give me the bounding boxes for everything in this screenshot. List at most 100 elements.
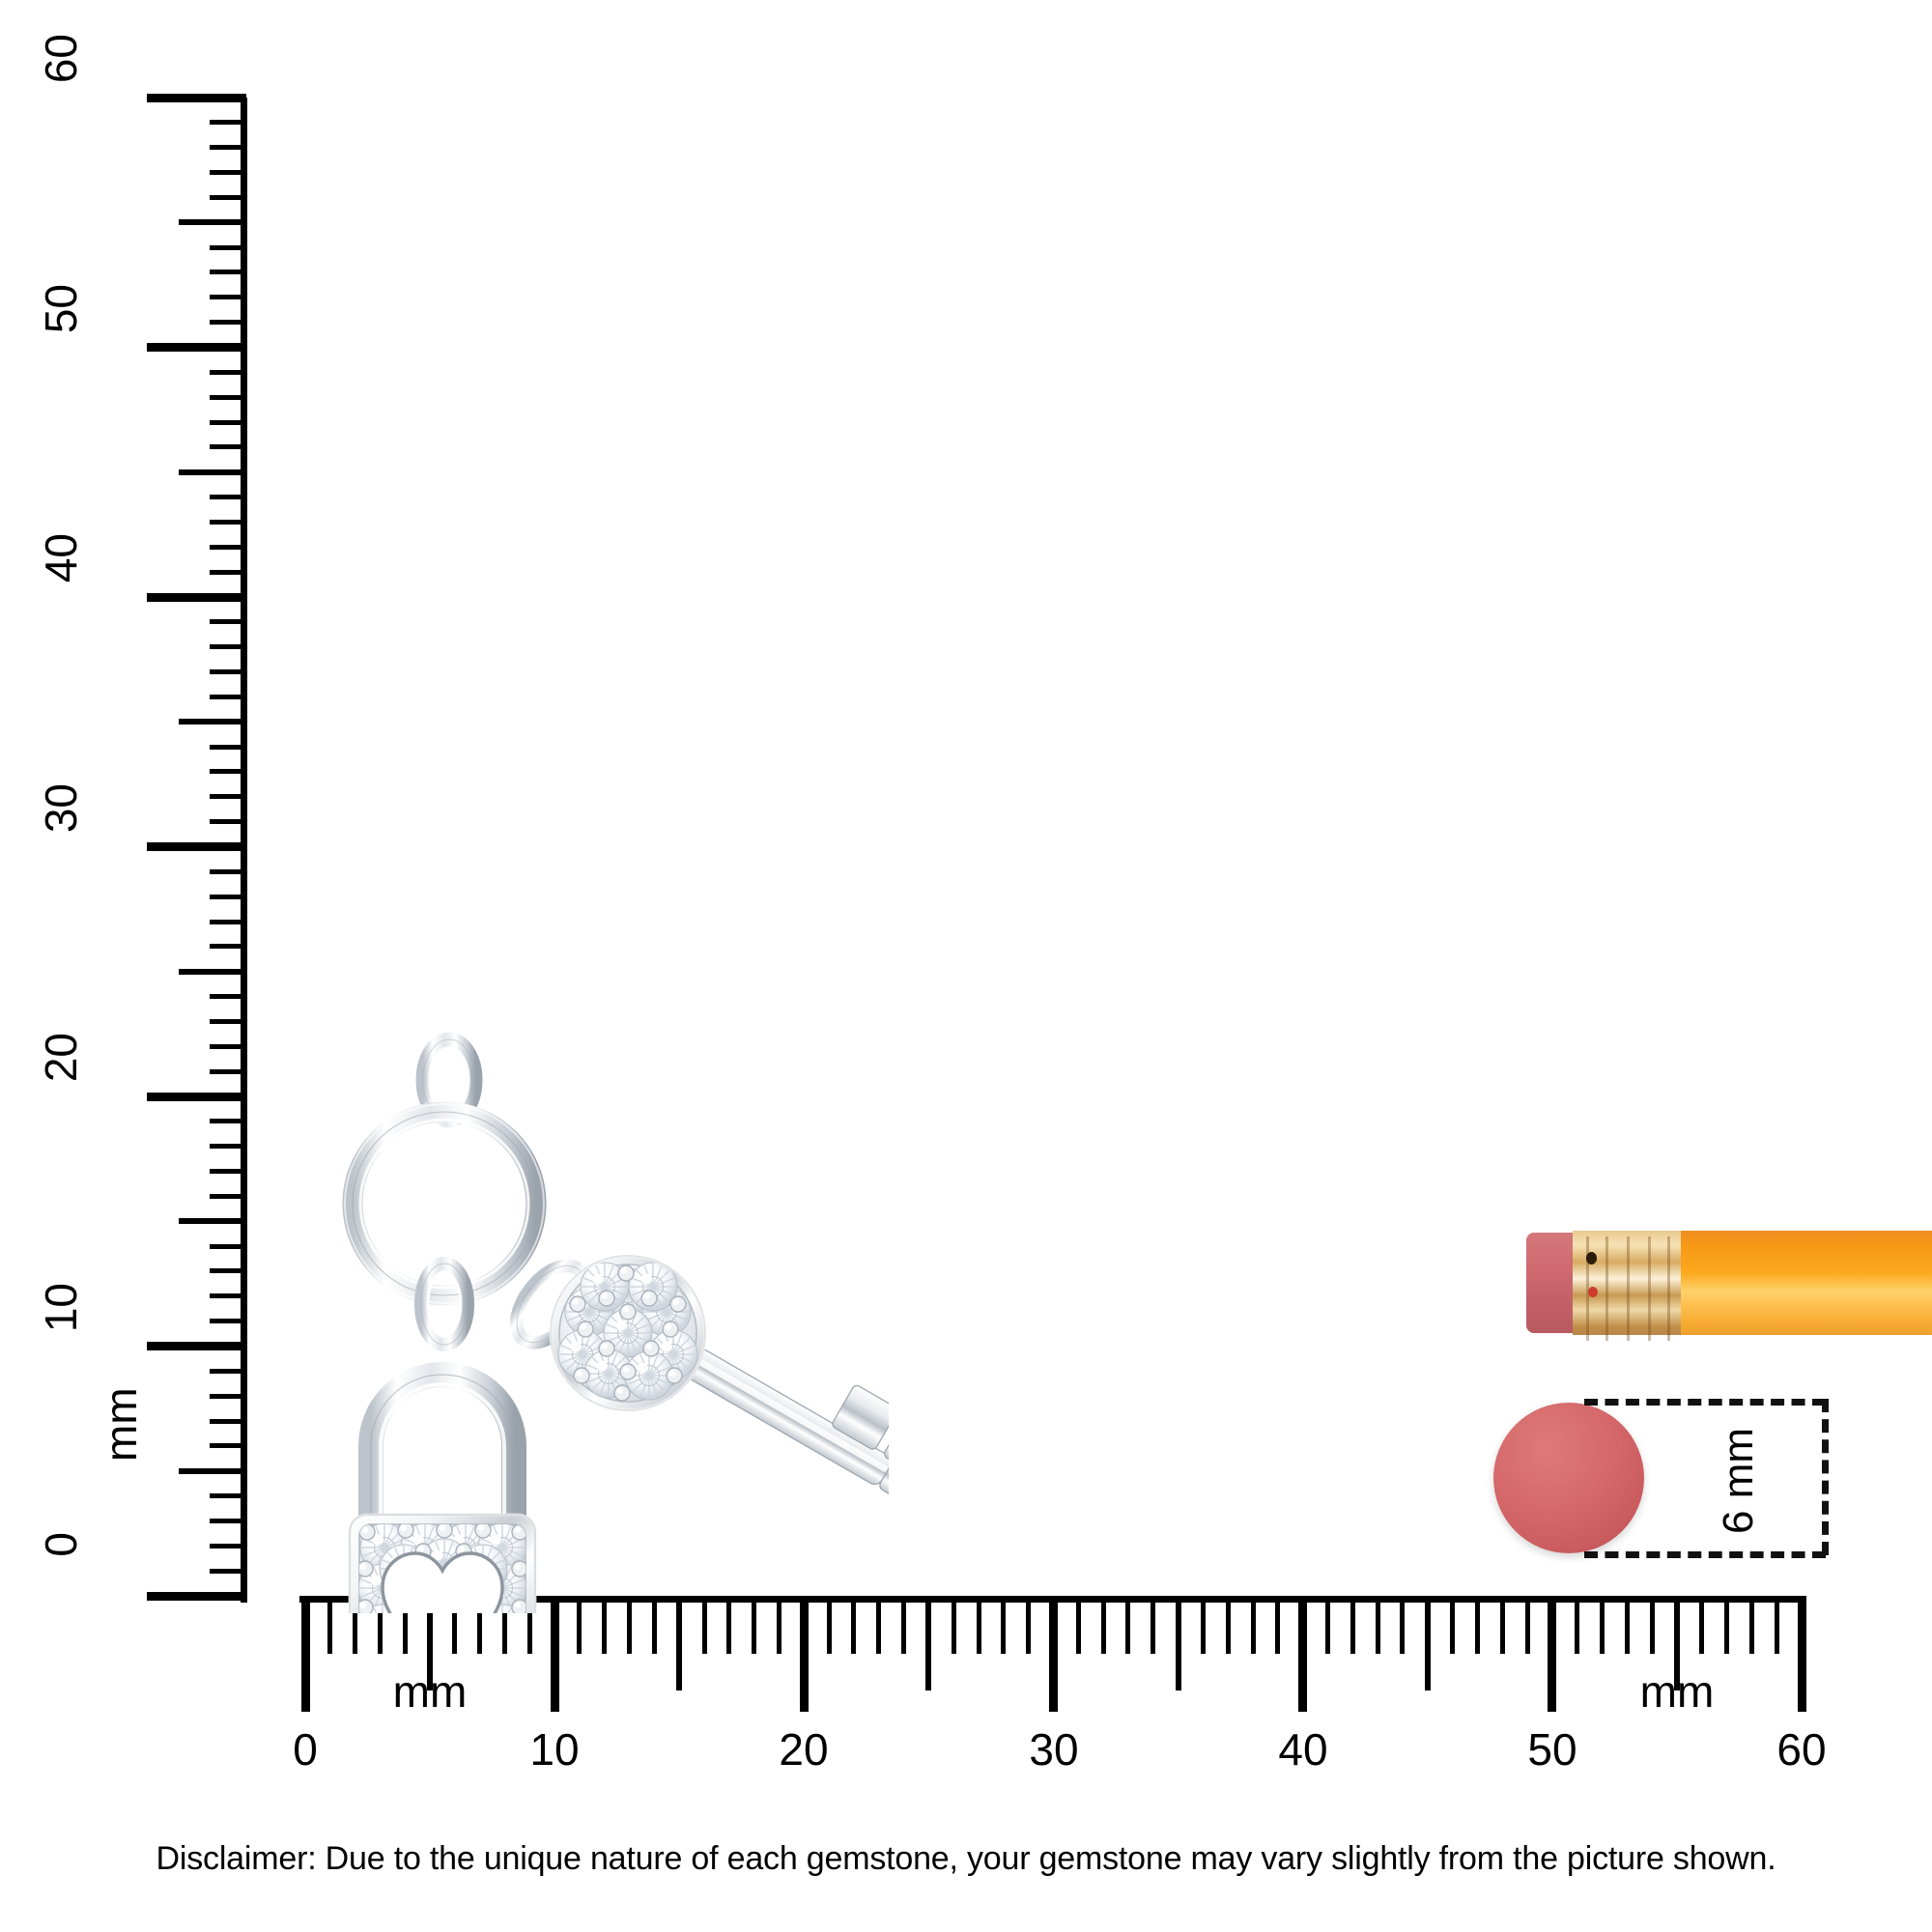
v-minor-tick bbox=[210, 195, 246, 200]
v-mid-tick bbox=[179, 1468, 246, 1474]
charm-svg bbox=[342, 1032, 946, 1702]
disclaimer-text: Disclaimer: Due to the unique nature of … bbox=[156, 1840, 1776, 1877]
h-minor-tick bbox=[1575, 1596, 1579, 1654]
v-major-tick bbox=[147, 1093, 246, 1101]
v-minor-tick bbox=[210, 1569, 246, 1574]
v-minor-tick bbox=[210, 370, 246, 375]
v-major-tick bbox=[147, 593, 246, 602]
h-minor-tick bbox=[1650, 1596, 1655, 1654]
v-minor-tick bbox=[210, 245, 246, 250]
pencil-eraser bbox=[1526, 1233, 1577, 1333]
v-axis-unit-label: mm bbox=[96, 1387, 146, 1462]
h-minor-tick bbox=[1775, 1596, 1779, 1654]
h-minor-tick bbox=[977, 1596, 981, 1654]
v-minor-tick bbox=[210, 545, 246, 550]
h-minor-tick bbox=[602, 1596, 607, 1654]
callout-bottom-line bbox=[1584, 1551, 1826, 1558]
h-axis-label: 0 bbox=[293, 1724, 318, 1775]
h-minor-tick bbox=[1525, 1596, 1530, 1654]
v-minor-tick bbox=[210, 745, 246, 750]
h-minor-tick bbox=[353, 1596, 357, 1654]
v-minor-tick bbox=[210, 444, 246, 449]
h-major-tick bbox=[800, 1596, 809, 1712]
h-axis-label: 20 bbox=[779, 1724, 829, 1775]
h-minor-tick bbox=[1101, 1596, 1106, 1654]
v-mid-tick bbox=[179, 719, 246, 724]
v-minor-tick bbox=[210, 145, 246, 150]
h-minor-tick bbox=[1026, 1596, 1031, 1654]
h-axis-unit-label-right: mm bbox=[1639, 1666, 1715, 1717]
v-minor-tick bbox=[210, 944, 246, 949]
eraser-size-label: 6 mm bbox=[1715, 1428, 1762, 1534]
v-major-tick bbox=[147, 343, 246, 352]
h-minor-tick bbox=[1275, 1596, 1280, 1654]
h-minor-tick bbox=[1376, 1596, 1380, 1654]
v-minor-tick bbox=[210, 1493, 246, 1498]
h-axis-unit-label-left: mm bbox=[392, 1666, 468, 1717]
v-minor-tick bbox=[210, 1019, 246, 1024]
h-major-tick bbox=[1298, 1596, 1307, 1712]
h-minor-tick bbox=[378, 1596, 383, 1654]
v-minor-tick bbox=[210, 1119, 246, 1123]
v-minor-tick bbox=[210, 1268, 246, 1273]
h-major-tick bbox=[1049, 1596, 1058, 1712]
h-minor-tick bbox=[851, 1596, 856, 1654]
h-minor-tick bbox=[1625, 1596, 1630, 1654]
v-minor-tick bbox=[210, 570, 246, 575]
v-minor-tick bbox=[210, 1394, 246, 1399]
ferrule-dot-red bbox=[1588, 1287, 1598, 1297]
key-charm bbox=[549, 1254, 946, 1507]
h-major-tick bbox=[1798, 1596, 1806, 1712]
v-axis-label: 60 bbox=[36, 34, 86, 84]
v-mid-tick bbox=[179, 969, 246, 975]
h-minor-tick bbox=[1500, 1596, 1505, 1654]
h-minor-tick bbox=[577, 1596, 582, 1654]
v-minor-tick bbox=[210, 1194, 246, 1199]
v-minor-tick bbox=[210, 1319, 246, 1323]
h-minor-tick bbox=[652, 1596, 657, 1654]
h-axis-label: 30 bbox=[1029, 1724, 1079, 1775]
v-minor-tick bbox=[210, 520, 246, 525]
eraser-disc-reference bbox=[1493, 1403, 1644, 1553]
h-axis-label: 60 bbox=[1776, 1724, 1827, 1775]
v-minor-tick bbox=[210, 619, 246, 624]
v-minor-tick bbox=[210, 1069, 246, 1074]
v-minor-tick bbox=[210, 769, 246, 774]
split-ring bbox=[342, 1101, 547, 1306]
v-mid-tick bbox=[179, 219, 246, 225]
h-axis-label: 50 bbox=[1527, 1724, 1577, 1775]
h-minor-tick bbox=[702, 1596, 707, 1654]
h-minor-tick bbox=[527, 1596, 532, 1654]
v-minor-tick bbox=[210, 1144, 246, 1149]
h-minor-tick bbox=[403, 1596, 408, 1654]
v-minor-tick bbox=[210, 869, 246, 874]
v-axis-label: 20 bbox=[36, 1033, 86, 1083]
h-minor-tick bbox=[752, 1596, 756, 1654]
padlock-charm bbox=[348, 1257, 537, 1702]
callout-right-line bbox=[1822, 1399, 1829, 1555]
v-minor-tick bbox=[210, 669, 246, 674]
v-minor-tick bbox=[210, 1169, 246, 1174]
v-minor-tick bbox=[210, 270, 246, 274]
h-axis-label: 40 bbox=[1278, 1724, 1328, 1775]
v-major-tick bbox=[147, 842, 246, 851]
v-minor-tick bbox=[210, 320, 246, 325]
h-mid-tick bbox=[1176, 1596, 1181, 1690]
v-minor-tick bbox=[210, 420, 246, 425]
h-minor-tick bbox=[827, 1596, 832, 1654]
v-axis-label: 40 bbox=[36, 533, 86, 583]
v-axis-label: 50 bbox=[36, 284, 86, 334]
h-minor-tick bbox=[627, 1596, 632, 1654]
v-minor-tick bbox=[210, 920, 246, 924]
v-minor-tick bbox=[210, 395, 246, 400]
h-axis-label: 10 bbox=[529, 1724, 580, 1775]
h-minor-tick bbox=[1450, 1596, 1455, 1654]
v-minor-tick bbox=[210, 295, 246, 299]
h-major-tick bbox=[301, 1596, 310, 1712]
h-minor-tick bbox=[726, 1596, 731, 1654]
h-minor-tick bbox=[1151, 1596, 1155, 1654]
v-minor-tick bbox=[210, 170, 246, 175]
h-minor-tick bbox=[876, 1596, 881, 1654]
h-mid-tick bbox=[1674, 1596, 1680, 1690]
v-mid-tick bbox=[179, 469, 246, 475]
